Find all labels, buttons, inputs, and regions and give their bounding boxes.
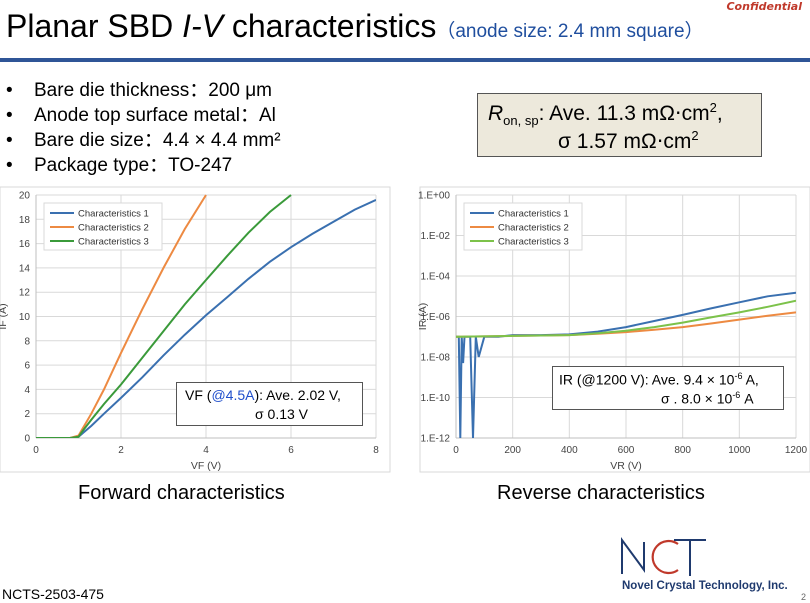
ron-sigma: σ 1.57 mΩ⋅cm xyxy=(558,130,692,153)
series-line-3 xyxy=(36,194,292,438)
legend-label: Characteristics 1 xyxy=(78,209,149,220)
y-tick-label: 2 xyxy=(24,409,30,420)
ron-comma: , xyxy=(716,102,723,125)
ron-sup: 2 xyxy=(709,100,717,115)
y-tick-label: 1.E-10 xyxy=(421,393,451,404)
y-tick-label: 1.E-08 xyxy=(421,353,451,364)
legend-label: Characteristics 2 xyxy=(78,223,149,234)
y-tick-label: 1.E-04 xyxy=(421,272,451,283)
x-tick-label: 1000 xyxy=(728,445,751,456)
y-tick-label: 1.E+00 xyxy=(418,191,450,202)
bullet-thickness: Bare die thickness：200 μm xyxy=(6,78,281,103)
ir-note-line1: IR (@1200 V): Ave. 9.4 × 10-6 A, xyxy=(559,371,759,388)
spec-bullet-list: Bare die thickness：200 μm Anode top surf… xyxy=(6,78,281,178)
forward-caption: Forward characteristics xyxy=(78,482,285,504)
x-tick-label: 4 xyxy=(203,445,209,456)
vf-annotation-box: VF (@4.5A): Ave. 2.02 V, σ 0.13 V xyxy=(176,382,363,426)
y-tick-label: 6 xyxy=(24,361,30,372)
y-tick-label: 1.E-06 xyxy=(421,312,451,323)
x-tick-label: 2 xyxy=(118,445,124,456)
y-tick-label: 0 xyxy=(24,434,30,445)
document-id: NCTS-2503-475 xyxy=(2,586,104,602)
y-tick-label: 1.E-02 xyxy=(421,231,451,242)
ron-average: : Ave. 11.3 mΩ⋅cm xyxy=(538,102,710,125)
reverse-chart: 1.E-12 1.E-10 1.E-08 1.E-06 1.E-04 1.E-02 1.E+… xyxy=(417,186,810,473)
title-subtitle: （anode size: 2.4 mm square） xyxy=(436,21,704,42)
x-tick-label: 6 xyxy=(288,445,294,456)
reverse-caption: Reverse characteristics xyxy=(497,482,705,504)
x-tick-label: 800 xyxy=(674,445,691,456)
y-tick-label: 18 xyxy=(19,215,31,226)
ir-line2-text: σ . 8.0 × 10 xyxy=(661,390,733,407)
vf-highlight: @4.5A xyxy=(211,387,255,403)
y-tick-label: 1.E-12 xyxy=(421,434,451,445)
vf-suffix: ): Ave. 2.02 V, xyxy=(254,387,341,403)
legend-label: Characteristics 3 xyxy=(78,237,149,248)
x-axis-label: VR (V) xyxy=(610,460,642,472)
ron-line2: σ 1.57 mΩ⋅cm2 xyxy=(558,128,699,154)
series-line-3 xyxy=(456,299,796,338)
y-tick-label: 20 xyxy=(19,191,31,202)
y-tick-label: 10 xyxy=(19,312,31,323)
y-tick-label: 12 xyxy=(19,288,31,299)
title-rule xyxy=(0,58,810,62)
x-tick-label: 600 xyxy=(618,445,635,456)
x-tick-label: 0 xyxy=(33,445,39,456)
legend-label: Characteristics 3 xyxy=(498,237,569,248)
x-tick-label: 400 xyxy=(561,445,578,456)
ron-line1: Ron, sp: Ave. 11.3 mΩ⋅cm2, xyxy=(488,100,723,128)
vf-note-line1: VF (@4.5A): Ave. 2.02 V, xyxy=(185,387,341,403)
ir-line1-end: A, xyxy=(742,371,759,388)
x-tick-label: 8 xyxy=(373,445,379,456)
y-tick-label: 4 xyxy=(24,385,30,396)
ir-annotation-box: IR (@1200 V): Ave. 9.4 × 10-6 A, σ . 8.0… xyxy=(552,366,784,410)
ir-line2-end: A xyxy=(740,390,754,407)
x-axis-label: VF (V) xyxy=(191,460,221,472)
y-tick-label: 16 xyxy=(19,239,31,250)
ir-note-line2: σ . 8.0 × 10-6 A xyxy=(661,390,754,407)
title-italic: I-V xyxy=(182,8,223,44)
page-number: 2 xyxy=(800,592,806,602)
y-tick-label: 14 xyxy=(19,263,31,274)
company-name: Novel Crystal Technology, Inc. xyxy=(622,580,788,592)
ron-sigma-sup: 2 xyxy=(691,128,699,143)
title-part2: characteristics xyxy=(222,8,437,44)
bullet-package: Package type：TO-247 xyxy=(6,153,281,178)
title-part1: Planar SBD xyxy=(6,8,183,44)
ir-line1-sup: -6 xyxy=(734,371,743,381)
bullet-die-size: Bare die size：4.4 × 4.4 mm² xyxy=(6,128,281,153)
vf-note-line2: σ 0.13 V xyxy=(255,406,309,422)
x-tick-label: 1200 xyxy=(785,445,808,456)
forward-chart: 0 2 4 6 8 10 12 14 16 18 20 0 2 4 6 8 VF (V) IF (A) Charac… xyxy=(0,186,391,473)
nct-logo xyxy=(621,536,706,576)
y-tick-label: 8 xyxy=(24,336,30,347)
x-tick-label: 0 xyxy=(453,445,459,456)
x-tick-label: 200 xyxy=(504,445,521,456)
ron-symbol: R xyxy=(488,102,504,125)
legend-label: Characteristics 2 xyxy=(498,223,569,234)
ir-line1-text: IR (@1200 V): Ave. 9.4 × 10 xyxy=(559,371,735,388)
bullet-metal: Anode top surface metal：Al xyxy=(6,103,281,128)
legend-label: Characteristics 1 xyxy=(498,209,569,220)
ron-sp-box: Ron, sp: Ave. 11.3 mΩ⋅cm2, σ 1.57 mΩ⋅cm2 xyxy=(477,93,762,157)
y-axis-label: IF (A) xyxy=(0,303,9,329)
ir-line2-sup: -6 xyxy=(732,390,741,400)
series-line-1 xyxy=(36,198,376,438)
ron-subscript: on, sp xyxy=(503,113,539,129)
confidential-label: Confidential xyxy=(726,0,802,13)
vf-prefix: VF ( xyxy=(185,387,212,403)
page-title: Planar SBD I-V characteristics（anode siz… xyxy=(6,8,704,45)
y-axis-label: IR (A) xyxy=(417,303,429,330)
